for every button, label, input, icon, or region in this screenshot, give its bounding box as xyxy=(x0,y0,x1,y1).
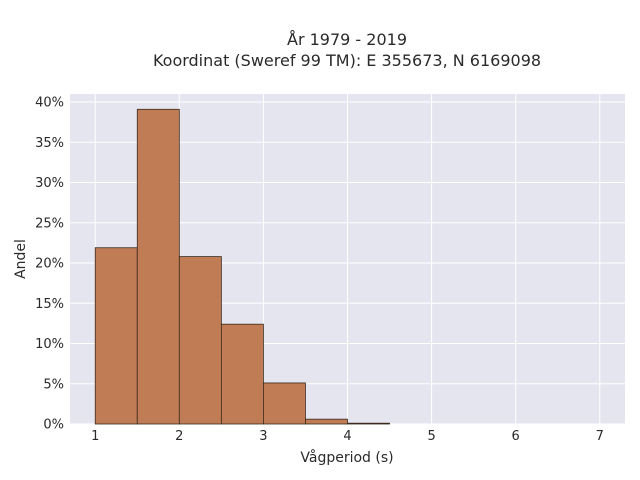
chart-title-line-2: Koordinat (Sweref 99 TM): E 355673, N 61… xyxy=(153,51,541,70)
y-tick-label: 30% xyxy=(35,176,64,191)
x-tick-label: 3 xyxy=(259,429,267,444)
x-axis-label: Vågperiod (s) xyxy=(300,449,393,466)
y-tick-label: 5% xyxy=(43,377,64,392)
y-tick-label: 25% xyxy=(35,216,64,231)
x-tick-label: 1 xyxy=(91,429,99,444)
histogram-bar xyxy=(305,418,348,425)
y-tick-label: 35% xyxy=(35,136,64,151)
chart-title-line-1: År 1979 - 2019 xyxy=(287,30,407,49)
histogram-bar xyxy=(136,108,180,425)
x-tick-label: 6 xyxy=(512,429,520,444)
y-tick-label: 0% xyxy=(43,418,64,433)
x-tick-label: 2 xyxy=(175,429,183,444)
y-axis-label: Andel xyxy=(13,239,29,279)
histogram-bar xyxy=(347,422,390,425)
histogram-bar xyxy=(220,323,264,425)
histogram-bar xyxy=(178,256,222,425)
x-axis-ticks: 1 2 3 4 5 6 7 xyxy=(91,429,604,444)
bars xyxy=(94,108,390,425)
x-tick-label: 5 xyxy=(427,429,435,444)
histogram-bar xyxy=(263,382,306,425)
y-tick-label: 10% xyxy=(35,337,64,352)
y-tick-label: 40% xyxy=(35,96,64,111)
y-tick-label: 20% xyxy=(35,257,64,272)
x-tick-label: 4 xyxy=(343,429,351,444)
x-tick-label: 7 xyxy=(596,429,604,444)
histogram-bar xyxy=(94,247,138,425)
y-axis-ticks: 0% 5% 10% 15% 20% 25% 30% 35% 40% xyxy=(35,96,64,433)
y-tick-label: 15% xyxy=(35,297,64,312)
